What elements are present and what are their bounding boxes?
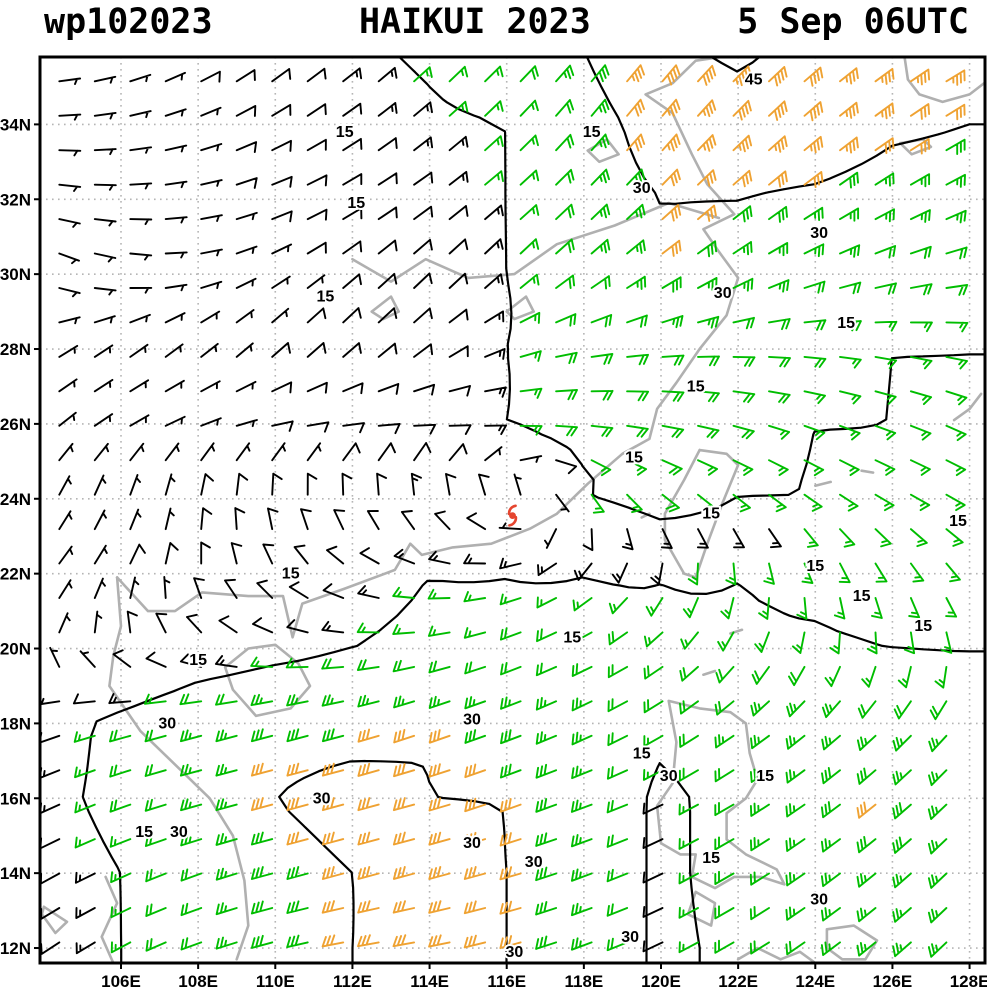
- coastline-korea-south-coast: [903, 57, 985, 104]
- contour-label: 30: [714, 285, 732, 302]
- coastline-ishigaki: [814, 480, 832, 487]
- typhoon-symbol: [507, 504, 518, 527]
- lat-tick-label: 24N: [0, 490, 31, 509]
- lon-tick-label: 122E: [718, 972, 758, 989]
- contour-label: 15: [837, 315, 855, 332]
- contour-label: 15: [702, 506, 720, 523]
- contour-label: 30: [170, 824, 188, 841]
- isotach-45: [710, 57, 761, 73]
- contour-label: 45: [745, 72, 763, 89]
- contour-label: 15: [563, 629, 581, 646]
- contour-label: 15: [949, 513, 967, 530]
- contour-label: 15: [625, 450, 643, 467]
- graticule: [40, 57, 985, 963]
- contour-label: 30: [525, 854, 543, 871]
- contour-label: 15: [282, 566, 300, 583]
- lon-tick-label: 112E: [333, 972, 372, 989]
- coastline-tonle-sap: [40, 905, 69, 935]
- storm-name: HAIKUI 2023: [358, 2, 591, 42]
- coastline-yangtze-river: [351, 201, 721, 283]
- axis-labels: 12N 14N 16N 18N 20N 22N 24N 26N 28N 30N 32N 34N 106E…: [0, 115, 987, 989]
- plot-area: 45 15 15 30 15 30 30 15 15 15 15 15 15 15 15 15 15 15 15 30…: [40, 57, 985, 963]
- lat-tick-label: 20N: [0, 640, 31, 659]
- lon-tick-label: 106E: [101, 972, 141, 989]
- lon-tick-label: 118E: [564, 972, 603, 989]
- lon-tick-label: 124E: [795, 972, 835, 989]
- contour-label: 30: [463, 712, 481, 729]
- isotach-15: [81, 57, 985, 963]
- coastline-okinawa: [952, 392, 983, 422]
- contour-label: 30: [158, 715, 176, 732]
- coastline-samar: [825, 924, 879, 961]
- contour-label: 15: [583, 124, 601, 141]
- contour-label: 15: [135, 824, 153, 841]
- lat-tick-label: 14N: [0, 864, 31, 883]
- contour-label: 15: [914, 618, 932, 635]
- coastline-mekong: [100, 875, 119, 963]
- contour-label: 30: [621, 929, 639, 946]
- isotach-contours: [81, 57, 985, 963]
- coastline-vietnam-coast: [108, 576, 250, 961]
- coastline-dongting-lake: [370, 295, 400, 321]
- contour-label: 30: [463, 835, 481, 852]
- lat-tick-label: 22N: [0, 565, 31, 584]
- contour-label: 15: [806, 558, 824, 575]
- lat-tick-label: 26N: [0, 415, 31, 434]
- lat-tick-label: 18N: [0, 714, 31, 733]
- lat-tick-label: 30N: [0, 265, 31, 284]
- contour-label: 30: [660, 768, 678, 785]
- contour-label: 15: [336, 124, 354, 141]
- lat-tick-label: 28N: [0, 340, 31, 359]
- lat-tick-label: 32N: [0, 190, 31, 209]
- coastline-hainan: [223, 643, 312, 718]
- wind-barb-staffs: [73, 64, 969, 958]
- title-bar: wp102023 HAIKUI 2023 5 Sep 06UTC: [44, 2, 969, 42]
- lon-tick-label: 116E: [487, 972, 526, 989]
- lon-tick-label: 128E: [950, 972, 987, 989]
- wind-barb-staffs: [40, 66, 782, 955]
- contour-label: 30: [506, 944, 524, 961]
- coastline-luzon: [655, 699, 786, 890]
- lat-tick-label: 16N: [0, 789, 31, 808]
- contour-label: 30: [810, 891, 828, 908]
- contour-label: 15: [853, 588, 871, 605]
- contour-label: 15: [317, 289, 335, 306]
- valid-time: 5 Sep 06UTC: [737, 2, 969, 42]
- contour-label: 15: [347, 195, 365, 212]
- contour-label: 30: [633, 180, 651, 197]
- contour-label: 15: [633, 745, 651, 762]
- contour-label: 30: [313, 790, 331, 807]
- storm-id: wp102023: [44, 2, 213, 42]
- lon-tick-label: 126E: [873, 972, 913, 989]
- coastline-batan: [702, 669, 717, 676]
- lat-tick-label: 12N: [0, 939, 31, 958]
- contour-label: 15: [687, 379, 705, 396]
- coastline-miyako: [860, 469, 875, 474]
- lon-tick-label: 120E: [641, 972, 681, 989]
- lon-tick-label: 114E: [410, 972, 449, 989]
- contour-label: 15: [756, 768, 774, 785]
- wind-barb-staffs: [250, 64, 966, 950]
- coastline-visayas: [736, 946, 817, 963]
- wind-barbs: [40, 64, 969, 958]
- contour-label: 30: [810, 225, 828, 242]
- isotach-30: [278, 57, 985, 963]
- contour-label: 15: [702, 850, 720, 867]
- lon-tick-label: 110E: [256, 972, 295, 989]
- lat-tick-label: 34N: [0, 115, 31, 134]
- lon-tick-label: 108E: [178, 972, 218, 989]
- contour-labels: 45 15 15 30 15 30 30 15 15 15 15 15 15 15 15 15 15 15 15 30…: [133, 70, 969, 963]
- coastline-mindoro: [686, 890, 717, 927]
- map-frame: [38, 55, 987, 965]
- contour-label: 15: [189, 652, 207, 669]
